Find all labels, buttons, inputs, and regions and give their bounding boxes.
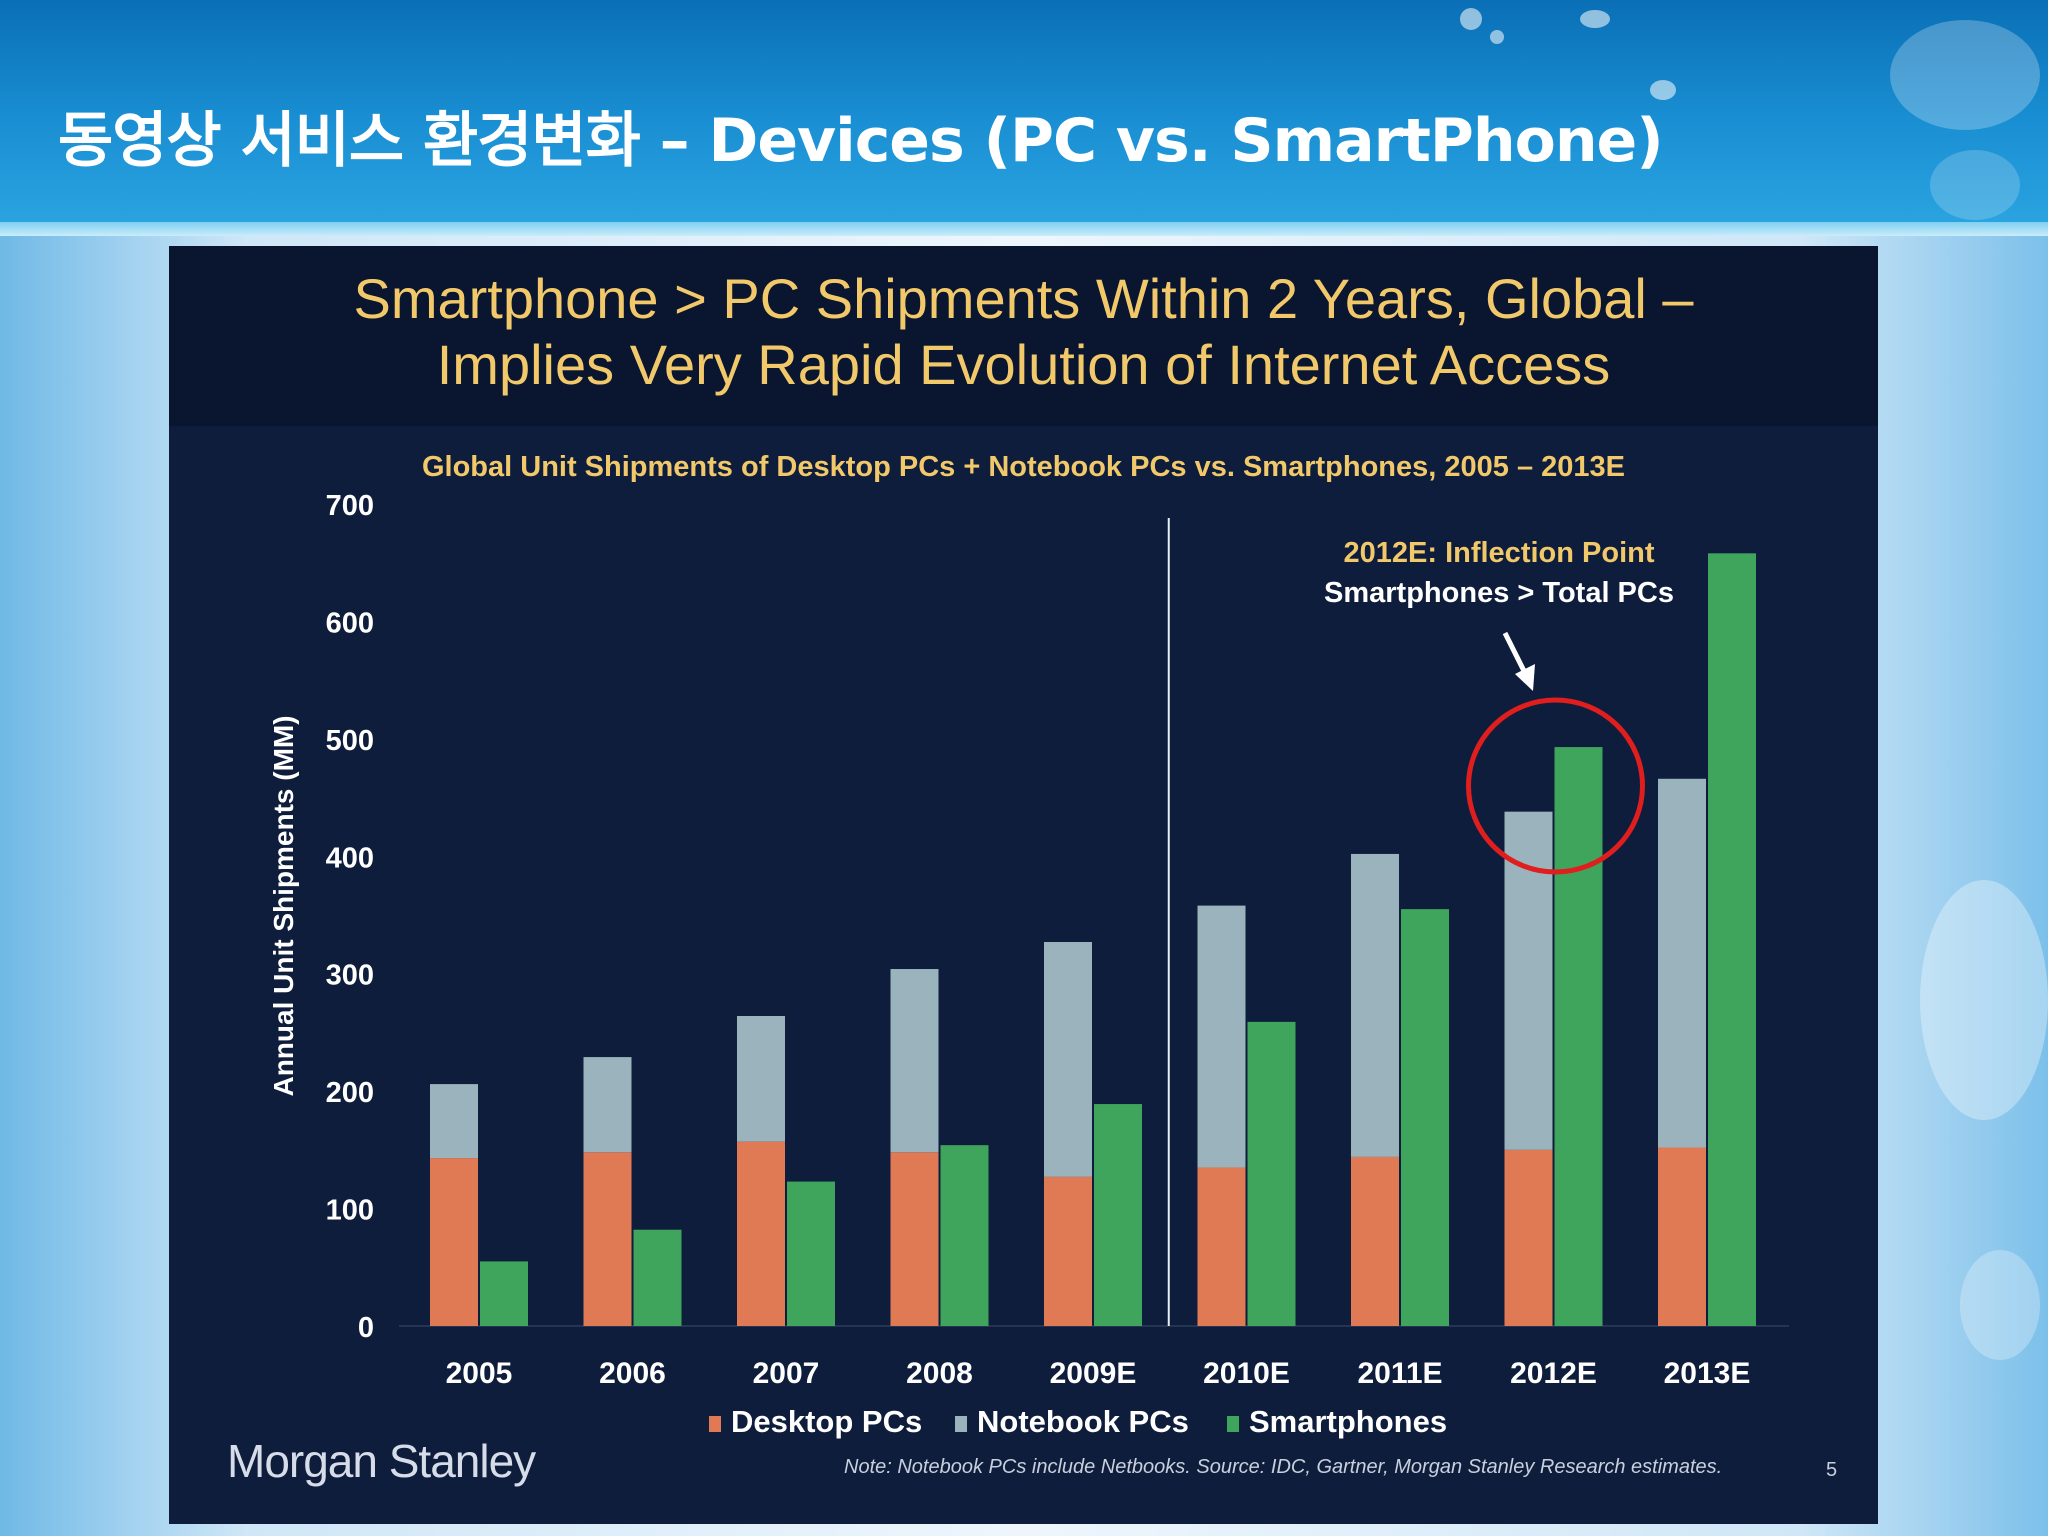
y-tick-label: 0 bbox=[358, 1312, 374, 1344]
bar-smartphone bbox=[787, 1181, 835, 1326]
inflection-circle bbox=[1466, 697, 1645, 875]
x-tick-label: 2008 bbox=[906, 1357, 973, 1390]
y-tick-label: 300 bbox=[326, 960, 374, 992]
annotation-subtitle: Smartphones > Total PCs bbox=[1324, 577, 1674, 609]
bar-smartphone bbox=[940, 1145, 989, 1326]
y-tick-label: 200 bbox=[326, 1077, 374, 1109]
legend-label: Desktop PCs bbox=[731, 1404, 922, 1439]
y-tick-label: 400 bbox=[326, 842, 374, 874]
x-tick-label: 2009E bbox=[1050, 1357, 1137, 1390]
bar-smartphone bbox=[1247, 1021, 1296, 1326]
bar-desktop bbox=[1658, 1147, 1706, 1326]
bar-smartphone bbox=[1708, 553, 1756, 1326]
legend-swatch bbox=[1227, 1416, 1239, 1432]
chart-headline-band: Smartphone > PC Shipments Within 2 Years… bbox=[169, 246, 1878, 426]
bar-desktop bbox=[890, 1152, 939, 1326]
x-tick-label: 2012E bbox=[1510, 1357, 1597, 1390]
bar-notebook bbox=[890, 969, 939, 1153]
bar-notebook bbox=[583, 1057, 632, 1153]
y-tick-label: 600 bbox=[326, 607, 374, 639]
header-decoration bbox=[1930, 150, 2020, 220]
legend-swatch bbox=[709, 1416, 721, 1432]
x-tick-label: 2011E bbox=[1357, 1357, 1442, 1390]
chart-plot: 0 100 200 300 400 500 600 700 Annual Unit Shipme… bbox=[268, 490, 1789, 1439]
axis-layer: 0 100 200 300 400 500 600 700 Annual Unit Shipme… bbox=[268, 490, 1789, 1390]
bar-smartphone bbox=[1401, 909, 1449, 1326]
chart-panel: Smartphone > PC Shipments Within 2 Years… bbox=[169, 246, 1878, 1524]
legend-label: Notebook PCs bbox=[977, 1404, 1189, 1439]
legend-label: Smartphones bbox=[1249, 1404, 1447, 1439]
bar-desktop bbox=[1504, 1149, 1553, 1326]
x-tick-label: 2007 bbox=[753, 1357, 820, 1390]
annotation-title: 2012E: Inflection Point bbox=[1344, 537, 1655, 569]
bar-desktop bbox=[1044, 1176, 1092, 1326]
header-decoration bbox=[1650, 80, 1676, 100]
header-decoration bbox=[1580, 10, 1610, 28]
page-number: 5 bbox=[1826, 1459, 1838, 1481]
bar-notebook bbox=[737, 1015, 785, 1142]
bar-smartphone bbox=[1554, 747, 1603, 1326]
bar-desktop bbox=[1351, 1156, 1399, 1326]
chart-headline-line-1: Smartphone > PC Shipments Within 2 Years… bbox=[353, 267, 1694, 330]
bar-smartphone bbox=[633, 1229, 682, 1326]
x-tick-label: 2010E bbox=[1203, 1357, 1290, 1390]
bar-desktop bbox=[430, 1158, 478, 1326]
header-strip bbox=[0, 222, 2048, 236]
x-tick-label: 2013E bbox=[1664, 1357, 1751, 1390]
bar-notebook bbox=[1044, 942, 1092, 1177]
header-decoration bbox=[1490, 30, 1504, 44]
slide-header bbox=[0, 0, 2048, 222]
x-tick-label: 2006 bbox=[599, 1357, 666, 1390]
annotation-layer: 2012E: Inflection Point Smartphones > Tot… bbox=[1324, 537, 1674, 875]
chart-title: Global Unit Shipments of Desktop PCs + N… bbox=[421, 451, 1626, 483]
legend-swatch bbox=[955, 1416, 967, 1432]
morgan-stanley-logo: Morgan Stanley bbox=[227, 1435, 536, 1487]
slide-title: 동영상 서비스 환경변화 – Devices (PC vs. SmartPhon… bbox=[58, 106, 1664, 176]
bar-desktop bbox=[1197, 1167, 1246, 1326]
x-tick-label: 2005 bbox=[446, 1357, 513, 1390]
bar-notebook bbox=[1197, 905, 1246, 1168]
y-tick-label: 500 bbox=[326, 725, 374, 757]
source-note: Note: Notebook PCs include Netbooks. Sou… bbox=[844, 1456, 1723, 1478]
y-tick-label: 700 bbox=[326, 490, 374, 522]
bar-desktop bbox=[737, 1141, 785, 1326]
bar-desktop bbox=[583, 1152, 632, 1326]
bar-notebook bbox=[1658, 778, 1706, 1148]
header-decoration bbox=[1890, 20, 2040, 130]
legend-layer: Desktop PCs Notebook PCs Smartphones bbox=[709, 1404, 1447, 1439]
y-axis-label: Annual Unit Shipments (MM) bbox=[268, 715, 299, 1096]
bar-layer bbox=[430, 553, 1756, 1326]
background-decoration bbox=[1920, 880, 2048, 1120]
background-decoration bbox=[1960, 1250, 2040, 1360]
header-decoration bbox=[1460, 8, 1482, 30]
chart-headline-line-2: Implies Very Rapid Evolution of Internet… bbox=[436, 333, 1611, 396]
annotation-arrow-shaft bbox=[1502, 631, 1527, 673]
bar-notebook bbox=[430, 1084, 478, 1159]
bar-smartphone bbox=[480, 1261, 528, 1326]
bar-notebook bbox=[1351, 853, 1399, 1157]
bar-smartphone bbox=[1094, 1104, 1142, 1326]
y-tick-label: 100 bbox=[326, 1195, 374, 1227]
annotation-arrow-head bbox=[1515, 664, 1535, 691]
